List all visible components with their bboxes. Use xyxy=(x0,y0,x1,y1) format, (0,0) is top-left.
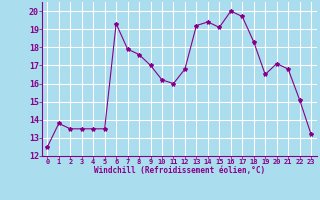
X-axis label: Windchill (Refroidissement éolien,°C): Windchill (Refroidissement éolien,°C) xyxy=(94,166,265,175)
